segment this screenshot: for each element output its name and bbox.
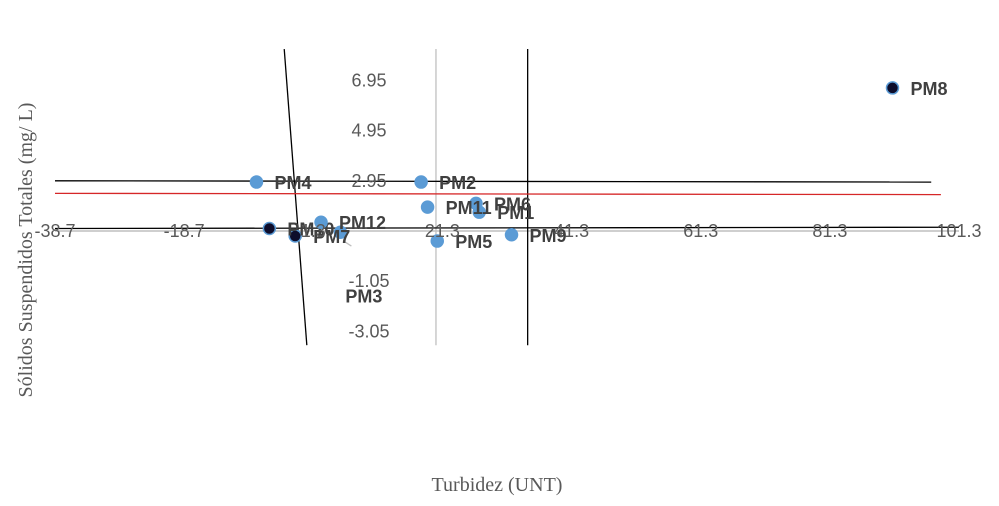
point-pm10 (262, 221, 277, 236)
x-tick-label: 41.3 (554, 221, 589, 241)
y-tick-label: -3.05 (349, 321, 390, 341)
y-tick-label: 4.95 (352, 121, 387, 141)
point-label-pm1: PM1 (497, 203, 534, 223)
point-pm4 (249, 175, 264, 189)
point-label-pm7: PM7 (313, 227, 350, 247)
line-short-gray-segment (343, 240, 352, 247)
x-axis-title: Turbidez (UNT) (432, 474, 563, 496)
point-label-pm6: PM6 (494, 194, 531, 214)
point-pm9 (504, 228, 519, 242)
point-label-pm4: PM4 (274, 173, 311, 193)
point-label-pm9: PM9 (530, 226, 567, 246)
point-label-pm2: PM2 (439, 173, 476, 193)
line-horizontal-red (54, 192, 941, 196)
line-horizontal-black-lower (54, 226, 960, 230)
y-tick-label: 2.95 (352, 171, 387, 191)
point-pm6 (469, 196, 483, 211)
point-pm5 (430, 234, 445, 248)
x-tick-label: 61.3 (683, 221, 718, 241)
point-label-pm3: PM3 (345, 286, 382, 306)
point-label-pm8: PM8 (910, 79, 947, 99)
point-label-pm5: PM5 (455, 232, 492, 252)
y-axis-ticks: 6.95 4.95 2.95 -1.05 -3.05 (349, 70, 390, 341)
point-pm11 (420, 200, 435, 214)
x-tick-label: 21.3 (425, 221, 460, 241)
point-pm12 (314, 215, 328, 229)
x-tick-label: -38.7 (34, 221, 75, 241)
x-axis-ticks: -38.7 -18.7 1.3 21.3 41.3 61.3 81.3 101.3 (34, 221, 981, 241)
point-label-pm11: PM11 (446, 198, 492, 218)
x-tick-label: 101.3 (936, 221, 981, 241)
point-pm2 (414, 175, 428, 189)
y-tick-label: 6.95 (352, 70, 387, 90)
x-tick-label: 81.3 (812, 221, 847, 241)
y-axis-title: Sólidos Suspendidos Totales (mg/ L) (15, 103, 37, 398)
y-tick-label: -1.05 (349, 271, 390, 291)
point-label-pm12: PM12 (339, 213, 386, 233)
x-tick-label: -18.7 (164, 221, 205, 241)
x-tick-label: 1.3 (301, 221, 326, 241)
point-pm3 (333, 225, 348, 240)
point-pm8 (885, 81, 900, 95)
line-horizontal-black-upper (54, 180, 932, 183)
point-pm7 (288, 229, 302, 243)
line-vertical-black-left (283, 48, 308, 346)
